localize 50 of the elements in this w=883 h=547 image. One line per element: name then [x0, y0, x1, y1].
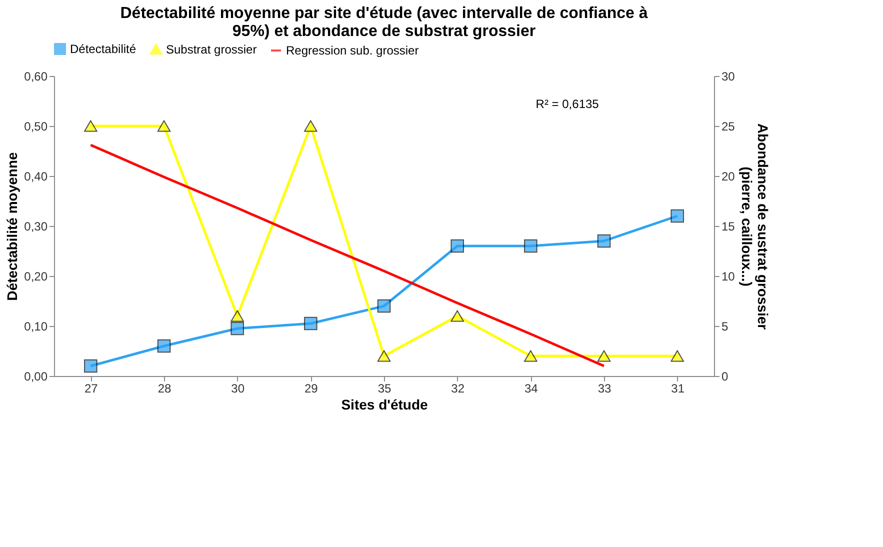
chart-title: Détectabilité moyenne par site d'étude (avec intervalle de confiance à 95%) et abondance de substrat grossier: [120, 5, 648, 40]
point: [524, 239, 538, 253]
y2-tick-label: 0: [722, 370, 728, 384]
point: [670, 209, 684, 223]
x-axis-title: Sites d'étude: [341, 396, 428, 412]
y2-tick-label: 25: [722, 120, 736, 134]
point: [450, 239, 464, 253]
legend-label: Regression sub. grossier: [286, 44, 419, 58]
point: [304, 316, 318, 330]
y2-axis-title: Abondance de sustrat grossier (pierre, cailloux...): [738, 123, 771, 330]
point: [230, 322, 244, 336]
y-tick-label: 0,30: [24, 220, 48, 234]
point: [157, 120, 171, 132]
point: [524, 350, 538, 362]
line-series: [89, 144, 606, 368]
x-tick-label: 31: [671, 382, 685, 396]
legend-label: Substrat grossier: [166, 42, 257, 56]
x-tick-label: 35: [378, 382, 392, 396]
legend-label: Détectabilité: [70, 42, 136, 56]
y2-tick-label: 30: [722, 70, 736, 84]
point: [597, 350, 611, 362]
y2-tick-label: 5: [722, 320, 728, 334]
point: [377, 299, 391, 313]
point: [670, 350, 684, 362]
x-tick-label: 29: [304, 382, 318, 396]
x-tick-label: 27: [84, 382, 98, 396]
point: [84, 120, 98, 132]
annotation: R² = 0,6135: [536, 97, 600, 111]
x-tick-label: 28: [158, 382, 172, 396]
x-tick-label: 33: [598, 382, 612, 396]
y-tick-label: 0,60: [24, 70, 48, 84]
x-tick-label: 34: [524, 382, 538, 396]
y2-tick-label: 20: [722, 170, 736, 184]
y-axis-title: Détectabilité moyenne: [4, 152, 20, 301]
x-tick-label: 30: [231, 382, 245, 396]
point: [450, 310, 464, 322]
y-tick-label: 0,50: [24, 120, 48, 134]
y2-tick-label: 15: [722, 220, 736, 234]
y-tick-label: 0,20: [24, 270, 48, 284]
point: [157, 339, 171, 353]
point: [84, 359, 98, 373]
y-tick-label: 0,40: [24, 170, 48, 184]
point: [377, 350, 391, 362]
x-tick-label: 32: [451, 382, 465, 396]
point: [304, 120, 318, 132]
y2-tick-label: 10: [722, 270, 736, 284]
point: [597, 234, 611, 248]
point: [230, 310, 244, 322]
y-tick-label: 0,10: [24, 320, 48, 334]
y-tick-label: 0,00: [24, 370, 48, 384]
